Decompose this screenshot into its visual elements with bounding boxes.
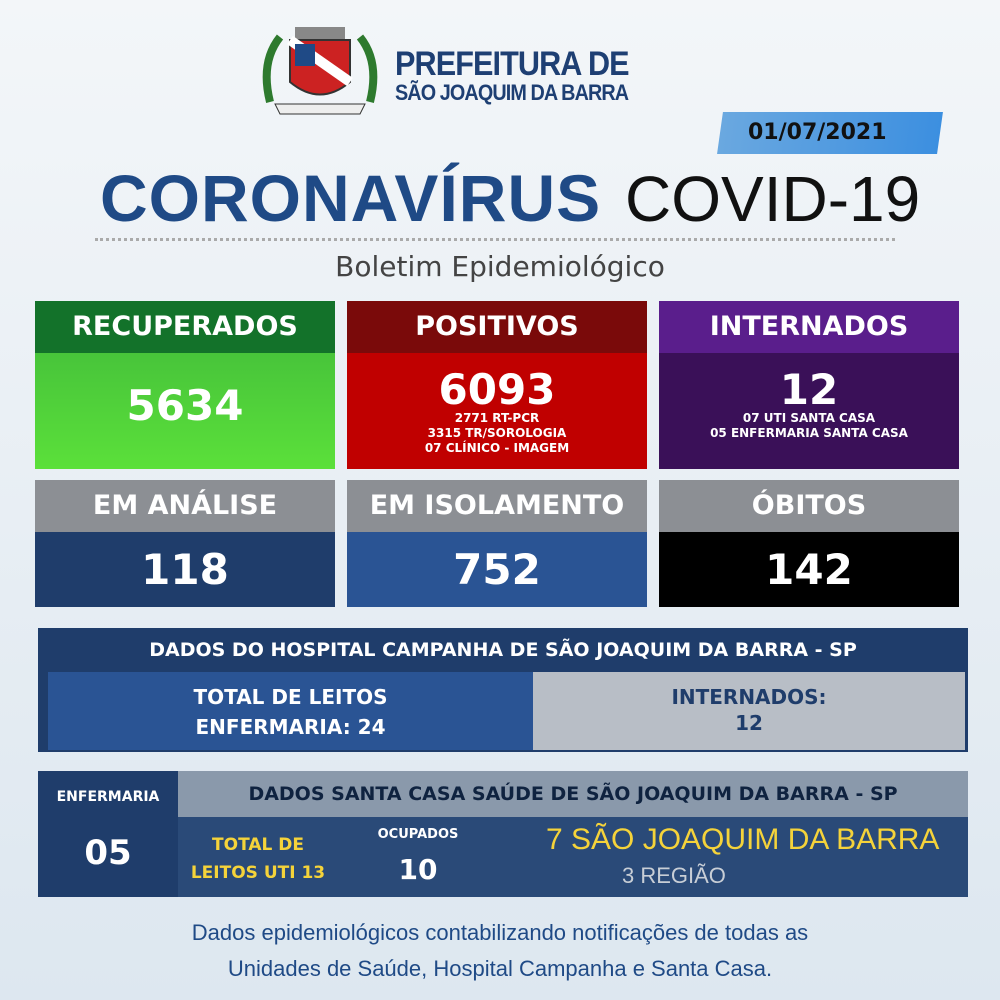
hospital-internados: INTERNADOS: 12	[533, 672, 965, 750]
uti-beds: TOTAL DE LEITOS UTI 13	[190, 835, 326, 883]
footer-note: Dados epidemiológicos contabilizando not…	[191, 920, 809, 981]
enfermaria-box: ENFERMARIA 05	[38, 771, 178, 897]
card-detail: 2771 RT-PCR	[454, 411, 540, 425]
page-title: CORONAVÍRUS	[100, 161, 602, 235]
card-value: 6093	[438, 365, 556, 414]
card-detail: 3315 TR/SOROLOGIA	[427, 426, 567, 440]
card-label: RECUPERADOS	[35, 301, 335, 353]
city-coat-of-arms-logo	[262, 27, 378, 115]
card-value: 142	[765, 545, 853, 594]
card-value: 5634	[126, 381, 244, 430]
card-em-analise: EM ANÁLISE 118	[35, 480, 335, 607]
hospital-title: DADOS DO HOSPITAL CAMPANHA DE SÃO JOAQUI…	[149, 639, 857, 661]
region-rank: 3 REGIÃO	[622, 863, 726, 888]
card-detail: 07 CLÍNICO - IMAGEM	[424, 441, 570, 455]
card-internados: INTERNADOS 12 07 UTI SANTA CASA 05 ENFERM…	[659, 301, 959, 469]
card-value: 12	[779, 365, 839, 414]
hospital-campanha-panel: DADOS DO HOSPITAL CAMPANHA DE SÃO JOAQUI…	[38, 628, 968, 752]
santa-casa-title: DADOS SANTA CASA SAÚDE DE SÃO JOAQUIM DA…	[178, 771, 968, 817]
bulletin-date: 01/07/2021	[748, 120, 887, 145]
ocupados-value: 10	[398, 853, 438, 886]
card-obitos: ÓBITOS 142	[659, 480, 959, 607]
card-value: 118	[141, 545, 229, 594]
card-em-isolamento: EM ISOLAMENTO 752	[347, 480, 647, 607]
page-subtitle: Boletim Epidemiológico	[335, 250, 665, 283]
card-label: POSITIVOS	[347, 301, 647, 353]
hospital-beds: TOTAL DE LEITOS ENFERMARIA: 24	[48, 672, 533, 750]
card-label: ÓBITOS	[659, 480, 959, 532]
card-label: EM ISOLAMENTO	[347, 480, 647, 532]
prefeitura-logo-text: PREFEITURA DE SÃO JOAQUIM DA BARRA	[395, 45, 630, 105]
card-recuperados: RECUPERADOS 5634	[35, 301, 335, 469]
card-label: EM ANÁLISE	[35, 480, 335, 532]
card-detail: 07 UTI SANTA CASA	[742, 411, 876, 425]
page-title-sub: COVID-19	[625, 163, 921, 235]
card-detail: 05 ENFERMARIA SANTA CASA	[710, 426, 908, 440]
divider	[95, 238, 895, 241]
card-value: 752	[453, 545, 541, 594]
card-positivos: POSITIVOS 6093 2771 RT-PCR 3315 TR/SOROLO…	[347, 301, 647, 469]
city-rank: 7 SÃO JOAQUIM DA BARRA	[546, 823, 940, 856]
card-label: INTERNADOS	[659, 301, 959, 353]
santa-casa-panel: ENFERMARIA 05 DADOS SANTA CASA SAÚDE DE …	[38, 771, 968, 897]
ocupados-label: OCUPADOS	[377, 827, 459, 842]
